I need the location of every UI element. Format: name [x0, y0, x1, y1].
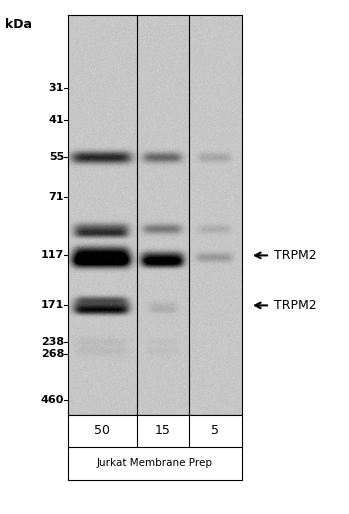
- Text: Jurkat Membrane Prep: Jurkat Membrane Prep: [97, 458, 213, 468]
- Text: 55: 55: [49, 152, 64, 162]
- Bar: [68, 415, 242, 480]
- Text: 15: 15: [155, 425, 171, 437]
- Text: 460: 460: [40, 395, 64, 405]
- Text: 268: 268: [40, 349, 64, 359]
- Text: 31: 31: [49, 83, 64, 93]
- Text: 117: 117: [41, 250, 64, 260]
- Text: 41: 41: [49, 115, 64, 125]
- Text: 71: 71: [49, 192, 64, 202]
- Text: 5: 5: [211, 425, 219, 437]
- Text: 171: 171: [41, 300, 64, 310]
- Text: kDa: kDa: [5, 18, 32, 31]
- Text: TRPM2: TRPM2: [274, 299, 317, 312]
- Text: TRPM2: TRPM2: [274, 249, 317, 262]
- Text: 238: 238: [41, 337, 64, 347]
- Text: 50: 50: [94, 425, 110, 437]
